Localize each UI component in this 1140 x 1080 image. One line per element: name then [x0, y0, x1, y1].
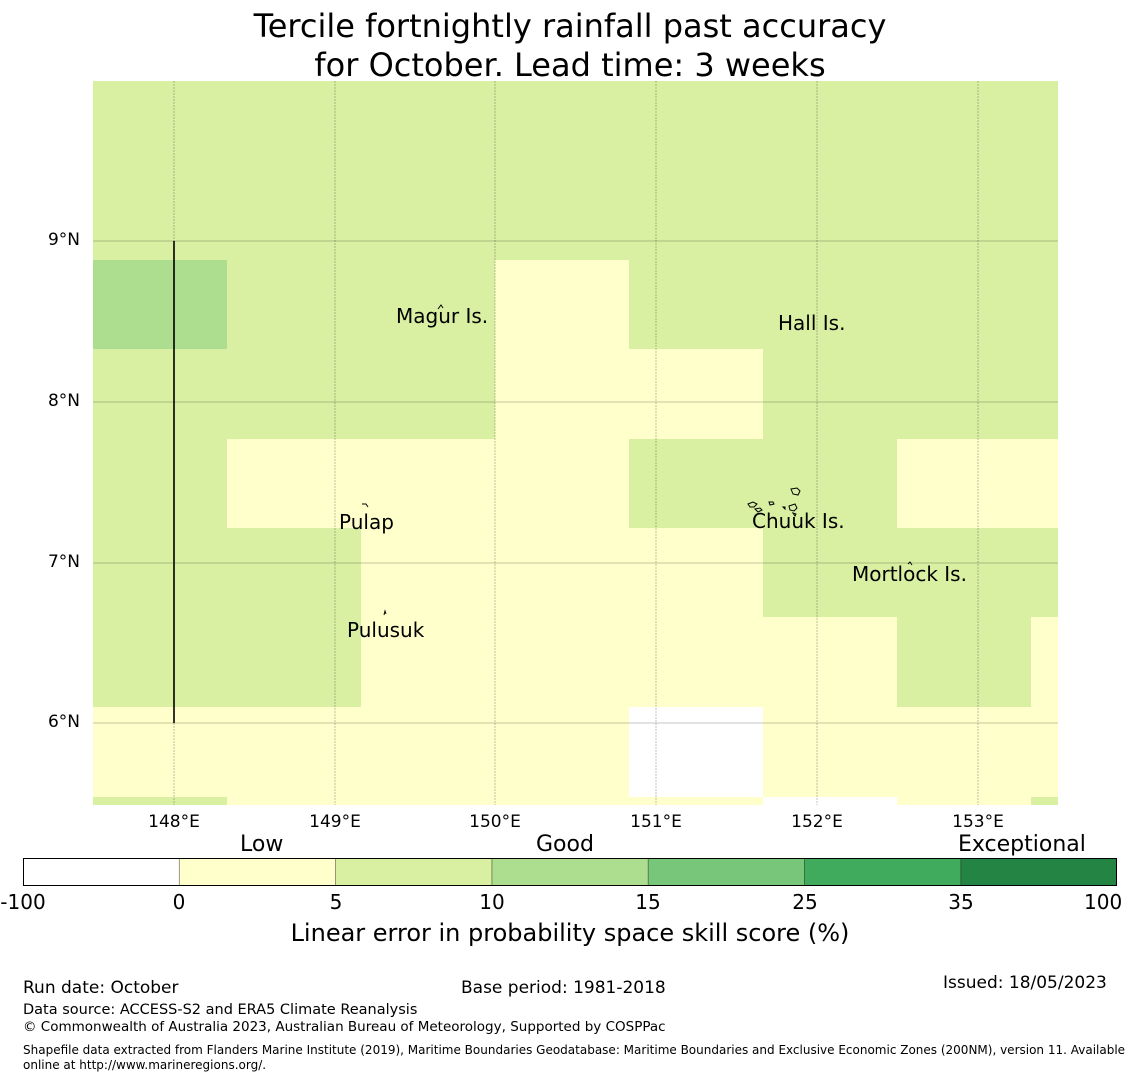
lon-tick-149e: 149°E — [309, 812, 361, 832]
island-label-mortlock: Mortlock Is. — [852, 562, 967, 586]
lat-tick-9n: 9°N — [47, 230, 80, 250]
lon-tick-150e: 150°E — [469, 812, 521, 832]
colorbar-tick: 100 — [1084, 890, 1123, 914]
grid-cell-low — [495, 260, 629, 805]
mortlock-island-shape — [907, 561, 913, 566]
copyright-notice: © Commonwealth of Australia 2023, Austra… — [23, 1019, 666, 1035]
colorbar-tick: 0 — [172, 890, 186, 914]
colorbar-segment — [960, 858, 1117, 886]
colorbar-tick: 5 — [329, 890, 343, 914]
lon-tick-152e: 152°E — [791, 812, 843, 832]
island-label-magur: Magur Is. — [396, 304, 489, 328]
run-date: Run date: October — [23, 978, 179, 998]
colorbar-segment — [648, 858, 805, 886]
base-period: Base period: 1981-2018 — [461, 978, 666, 998]
colorbar-tick: -100 — [0, 890, 46, 914]
grid-cell-negative — [763, 797, 897, 805]
grid-cell-low — [897, 797, 1031, 805]
category-exceptional: Exceptional — [958, 832, 1086, 857]
map-canvas — [93, 81, 1058, 805]
lat-tick-8n: 8°N — [47, 391, 80, 411]
grid-cell-low — [93, 707, 495, 797]
colorbar — [23, 858, 1117, 886]
colorbar-tick: 10 — [479, 890, 505, 914]
grid-cell-low — [629, 349, 763, 439]
grid-cell-10-15 — [93, 260, 227, 349]
colorbar-segment — [179, 858, 336, 886]
grid-cell-low — [227, 797, 763, 805]
colorbar-tick: 25 — [792, 890, 818, 914]
chart-title-line-1: Tercile fortnightly rainfall past accura… — [253, 7, 887, 45]
grid-cell-low — [227, 439, 495, 528]
colorbar-segment — [491, 858, 649, 886]
island-label-chuuk: Chuuk Is. — [752, 509, 845, 533]
pulusuk-island-shape — [383, 609, 387, 616]
category-low: Low — [240, 832, 284, 857]
lon-tick-148e: 148°E — [148, 812, 200, 832]
chart-title-line-2: for October. Lead time: 3 weeks — [314, 46, 826, 84]
lon-tick-151e: 151°E — [630, 812, 682, 832]
island-label-hall: Hall Is. — [778, 311, 846, 335]
grid-cell-low — [1031, 617, 1058, 797]
issued-date: Issued: 18/05/2023 — [943, 973, 1107, 993]
data-source: Data source: ACCESS-S2 and ERA5 Climate … — [23, 1002, 418, 1018]
grid-cell-low — [763, 617, 897, 797]
colorbar-segment — [335, 858, 492, 886]
chuuk-islands-shape — [747, 487, 801, 517]
island-label-pulap: Pulap — [339, 510, 394, 534]
island-label-pulusuk: Pulusuk — [347, 618, 425, 642]
colorbar-tick: 15 — [635, 890, 661, 914]
colorbar-segment — [23, 858, 180, 886]
pulap-island-shape — [362, 503, 369, 508]
grid-cell-low — [897, 439, 1058, 528]
colorbar-tick: 35 — [948, 890, 974, 914]
grid-cell-low — [897, 707, 1031, 797]
colorbar-label: Linear error in probability space skill … — [290, 919, 850, 947]
shapefile-credit: Shapefile data extracted from Flanders M… — [23, 1043, 1126, 1072]
lon-tick-153e: 153°E — [952, 812, 1004, 832]
lat-tick-6n: 6°N — [47, 712, 80, 732]
lat-tick-7n: 7°N — [47, 552, 80, 572]
category-good: Good — [536, 832, 594, 857]
colorbar-segment — [804, 858, 961, 886]
magur-island-shape — [437, 304, 444, 310]
grid-cell-negative — [629, 707, 763, 797]
skill-score-map — [93, 81, 1058, 805]
